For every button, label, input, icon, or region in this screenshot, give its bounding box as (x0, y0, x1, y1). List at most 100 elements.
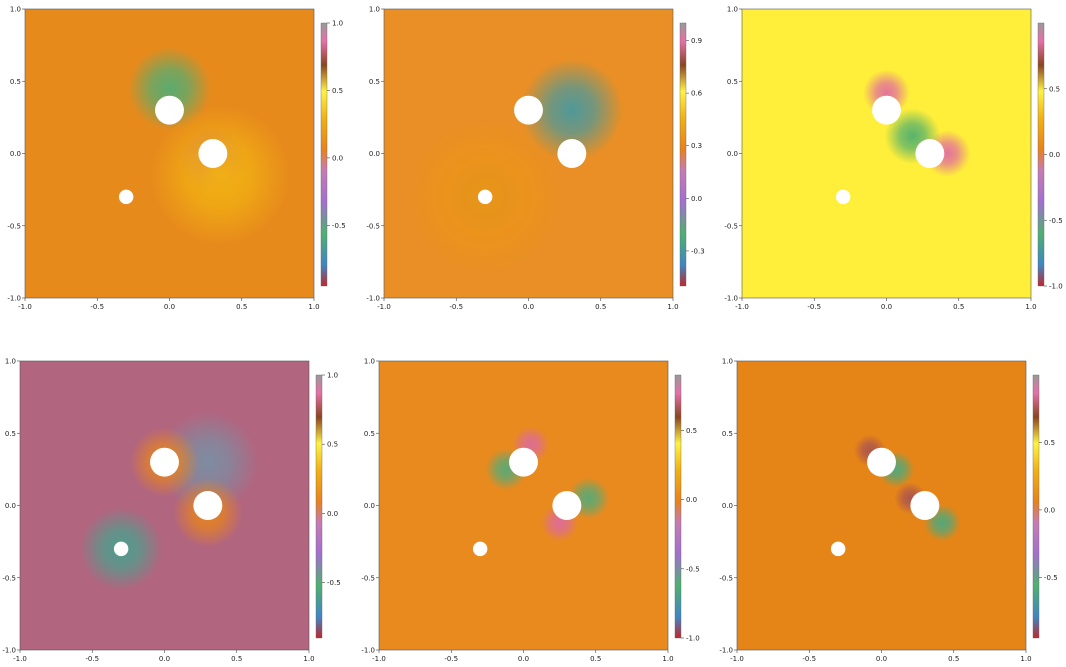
heatmap-panel-1: -1.0 -0.5 0.0 0.5 1.0 -1.0 -0.5 0.0 0.5 1.0 1.0 0.5… (7, 6, 345, 312)
colorbar-tick-label: 0.0 (1044, 506, 1055, 514)
heatmap-panel-5: -1.0 -0.5 0.0 0.5 1.0 -1.0 -0.5 0.0 0.5 1.0 0.5 0.0… (361, 358, 699, 664)
heatmap-background (20, 361, 309, 650)
x-tick-label: 0.5 (948, 655, 959, 663)
y-tick-label: -0.5 (361, 574, 375, 582)
y-tick-label: -1.0 (2, 647, 16, 655)
colorbar (679, 22, 687, 287)
colorbar-tick-label: -0.5 (1044, 574, 1058, 582)
colorbar-tick-label: 0.6 (691, 90, 703, 98)
y-tick-label: 1.0 (722, 358, 733, 366)
y-tick-label: -1.0 (719, 647, 733, 655)
colorbar-tick-label: -1.0 (1049, 283, 1063, 291)
y-tick-label: 0.0 (5, 502, 16, 510)
x-tick-label: -0.5 (85, 655, 99, 663)
obstacle-disk (835, 189, 851, 205)
x-tick-label: -0.5 (807, 303, 821, 311)
colorbar (320, 22, 328, 287)
x-tick-label: 0.0 (159, 655, 170, 663)
x-tick-label: -1.0 (730, 655, 744, 663)
colorbar (674, 374, 682, 639)
obstacle-disk (910, 491, 940, 520)
x-tick-label: 0.0 (164, 303, 175, 311)
y-tick-label: -0.5 (7, 222, 21, 230)
heatmap-panel-6: -1.0 -0.5 0.0 0.5 1.0 -1.0 -0.5 0.0 0.5 1.0 0.5 0.0… (719, 358, 1057, 664)
colorbar-tick-label: -0.5 (327, 579, 341, 587)
x-tick-label: 1.0 (1020, 655, 1031, 663)
field-features (127, 46, 290, 245)
heatmap-panel-2: -1.0 -0.5 0.0 0.5 1.0 -1.0 -0.5 0.0 0.5 1.0 0.9 0.6… (366, 6, 704, 312)
heatmap-background (379, 361, 668, 650)
field-feature (127, 46, 212, 131)
obstacle-disk (557, 139, 587, 168)
colorbar-tick-label: 0.0 (691, 195, 702, 203)
x-tick-label: -0.5 (802, 655, 816, 663)
x-tick-label: -1.0 (372, 655, 386, 663)
colorbar-tick-label: 0.3 (691, 142, 702, 150)
colorbar-tick-label: -0.3 (691, 247, 705, 255)
x-tick-label: -0.5 (444, 655, 458, 663)
obstacle-disk (514, 95, 543, 125)
y-tick-label: 1.0 (369, 6, 380, 14)
y-tick-label: 0.5 (5, 430, 16, 438)
y-tick-label: 0.0 (722, 502, 733, 510)
x-tick-label: -0.5 (449, 303, 463, 311)
obstacle-disk (198, 139, 228, 168)
x-tick-label: 1.0 (662, 655, 673, 663)
x-tick-label: 1.0 (303, 655, 314, 663)
y-tick-label: 0.0 (364, 502, 375, 510)
colorbar-tick-label: 0.5 (1049, 85, 1060, 93)
x-tick-label: 1.0 (308, 303, 319, 311)
y-tick-label: -1.0 (7, 295, 21, 303)
y-tick-label: -0.5 (724, 222, 738, 230)
x-tick-label: 0.5 (590, 655, 601, 663)
x-tick-label: 0.5 (231, 655, 242, 663)
x-tick-label: -1.0 (735, 303, 749, 311)
colorbar-tick-label: 0.5 (1044, 439, 1055, 447)
colorbar-tick-label: -0.5 (332, 222, 346, 230)
obstacle-disk (509, 447, 538, 477)
obstacle-disk (872, 95, 901, 125)
colorbar-tick-label: 0.0 (332, 154, 343, 162)
x-tick-label: 0.5 (953, 303, 964, 311)
x-tick-label: -0.5 (90, 303, 104, 311)
y-tick-label: 0.0 (727, 150, 738, 158)
y-tick-label: -1.0 (724, 295, 738, 303)
x-tick-label: 0.5 (595, 303, 606, 311)
field-feature (520, 59, 623, 162)
y-tick-label: 0.0 (369, 150, 380, 158)
obstacle-disk (477, 189, 493, 205)
colorbar-tick-label: -0.5 (1049, 217, 1063, 225)
x-tick-label: -1.0 (18, 303, 32, 311)
y-tick-label: -1.0 (361, 647, 375, 655)
x-tick-label: 0.0 (881, 303, 892, 311)
y-tick-label: -0.5 (719, 574, 733, 582)
heatmap-background (742, 9, 1031, 298)
heatmap-background (737, 361, 1026, 650)
y-tick-label: 0.5 (727, 78, 738, 86)
x-tick-label: 1.0 (1025, 303, 1036, 311)
obstacle-disk (155, 95, 184, 125)
y-tick-label: 1.0 (727, 6, 738, 14)
obstacle-disk (150, 447, 179, 477)
obstacle-disk (472, 541, 488, 557)
y-tick-label: 0.0 (10, 150, 21, 158)
y-tick-label: 1.0 (10, 6, 21, 14)
obstacle-disk (193, 491, 223, 520)
colorbar-tick-label: 0.0 (327, 510, 338, 518)
y-tick-label: 0.5 (364, 430, 375, 438)
x-tick-label: -1.0 (377, 303, 391, 311)
colorbar-tick-label: -0.5 (686, 565, 700, 573)
x-tick-label: 0.0 (518, 655, 529, 663)
colorbar-tick-label: 1.0 (327, 372, 338, 380)
colorbar-tick-label: 0.0 (1049, 151, 1060, 159)
obstacle-disk (118, 189, 134, 205)
heatmap-panel-4: -1.0 -0.5 0.0 0.5 1.0 -1.0 -0.5 0.0 0.5 1.0 1.0 0.5… (2, 358, 340, 664)
obstacle-disk (830, 541, 846, 557)
colorbar-tick-label: 0.5 (686, 427, 697, 435)
heatmap-panel-3: -1.0 -0.5 0.0 0.5 1.0 -1.0 -0.5 0.0 0.5 1.0 0.5 0.0… (724, 6, 1062, 312)
x-tick-label: 1.0 (667, 303, 678, 311)
y-tick-label: 1.0 (364, 358, 375, 366)
x-tick-label: 0.0 (523, 303, 534, 311)
colorbar-tick-label: -1.0 (686, 635, 700, 643)
obstacle-disk (552, 491, 582, 520)
